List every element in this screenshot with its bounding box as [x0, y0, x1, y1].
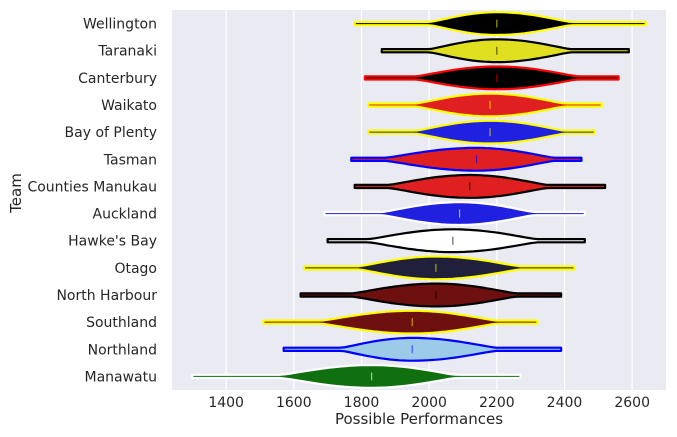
- x-tick-label: 2600: [614, 395, 650, 411]
- violin-group: [282, 336, 563, 362]
- violin-canterbury: [363, 65, 620, 91]
- violin-bay-of-plenty: [367, 119, 596, 145]
- x-axis-title: Possible Performances: [335, 410, 503, 428]
- violin-group: [363, 65, 620, 91]
- violin-taranaki: [380, 38, 630, 64]
- x-tick-label: 2400: [547, 395, 583, 411]
- violin-tasman: [350, 146, 583, 172]
- violin-otago: [302, 255, 576, 281]
- violin-group: [380, 38, 630, 64]
- x-tick-label: 2200: [479, 395, 515, 411]
- y-tick-labels: Wellington Taranaki Canterbury Waikato Bay o…: [27, 17, 157, 386]
- violin-group: [323, 201, 586, 227]
- violin-group: [326, 228, 586, 254]
- violin-hawke-s-bay: [326, 228, 586, 254]
- y-tick-label: Taranaki: [97, 44, 157, 60]
- violins: [191, 11, 647, 389]
- x-tick-label: 2000: [411, 395, 447, 411]
- violin-manawatu: [191, 363, 522, 389]
- y-tick-label: Otago: [114, 261, 157, 277]
- violin-group: [262, 309, 539, 335]
- violin-group: [191, 363, 522, 389]
- y-tick-label: Southland: [86, 315, 157, 331]
- violin-group: [350, 146, 583, 172]
- violin-group: [353, 173, 607, 199]
- y-tick-label: Tasman: [103, 152, 157, 168]
- violin-waikato: [367, 92, 603, 118]
- y-tick-label: North Harbour: [56, 288, 157, 304]
- y-tick-label: Auckland: [93, 207, 157, 223]
- y-tick-label: Hawke's Bay: [68, 234, 157, 250]
- violin-northland: [282, 336, 563, 362]
- violin-counties-manukau: [353, 173, 607, 199]
- violin-group: [299, 282, 563, 308]
- y-tick-label: Wellington: [83, 17, 157, 33]
- violin-group: [367, 119, 596, 145]
- y-tick-label: Waikato: [101, 98, 157, 114]
- violin-wellington: [353, 11, 647, 37]
- y-tick-label: Manawatu: [84, 369, 157, 385]
- x-tick-label: 1600: [276, 395, 312, 411]
- y-tick-label: Northland: [88, 342, 157, 358]
- y-tick-label: Canterbury: [78, 71, 157, 87]
- violin-southland: [262, 309, 539, 335]
- violin-group: [353, 11, 647, 37]
- y-tick-label: Bay of Plenty: [65, 125, 157, 141]
- violin-north-harbour: [299, 282, 563, 308]
- x-tick-label: 1800: [344, 395, 380, 411]
- violin-group: [367, 92, 603, 118]
- violin-group: [302, 255, 576, 281]
- x-tick-labels: 1400 1600 1800 2000 2200 2400 2600: [208, 395, 650, 411]
- x-tick-label: 1400: [208, 395, 244, 411]
- y-tick-label: Counties Manukau: [27, 179, 157, 195]
- violin-auckland: [323, 201, 586, 227]
- y-axis-title: Team: [7, 173, 25, 214]
